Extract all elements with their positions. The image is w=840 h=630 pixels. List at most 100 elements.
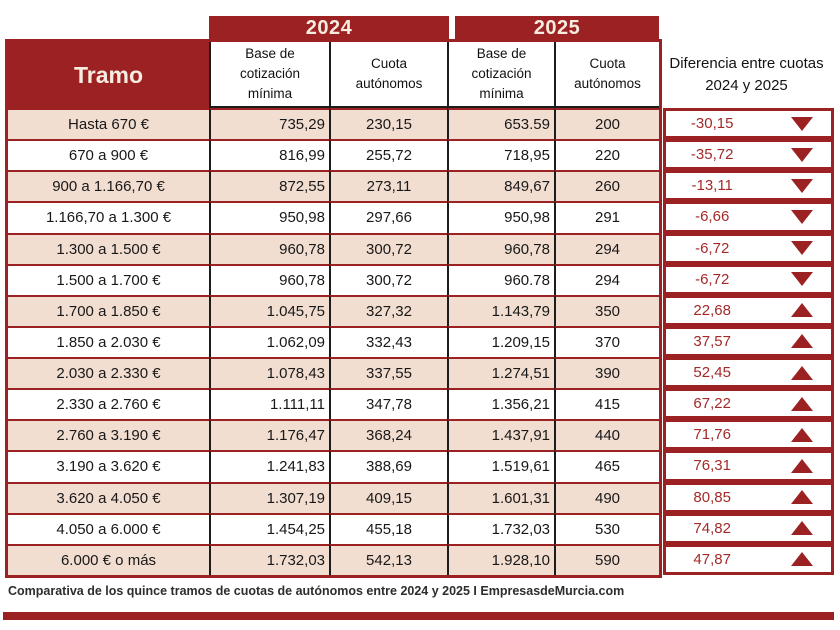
cell-base-2024: 1.241,83 (209, 450, 329, 482)
triangle-up-icon (791, 521, 813, 536)
cell-tramo: 3.190 a 3.620 € (8, 450, 209, 481)
diff-cell: -6,72 (663, 263, 834, 295)
diff-value: 71,76 (693, 426, 731, 444)
diff-cell: -6,72 (663, 232, 834, 264)
diff-value: -6,66 (695, 208, 730, 226)
cell-cuota-2024: 273,11 (329, 170, 447, 202)
cell-cuota-2024: 255,72 (329, 139, 447, 171)
subheader-base-2025: Base de cotización mínima (447, 42, 554, 108)
cell-base-2025: 1.356,21 (447, 388, 554, 420)
cell-cuota-2025: 291 (554, 201, 659, 233)
cell-cuota-2025: 200 (554, 108, 659, 140)
cell-base-2024: 735,29 (209, 108, 329, 140)
cell-base-2024: 1.307,19 (209, 481, 329, 513)
triangle-down-icon (791, 116, 813, 131)
diff-value: 37,57 (693, 332, 731, 350)
cell-base-2025: 718,95 (447, 139, 554, 171)
cell-tramo: 670 a 900 € (8, 139, 209, 170)
cell-base-2025: 653.59 (447, 108, 554, 140)
diff-value: 47,87 (693, 550, 731, 568)
diff-value: 67,22 (693, 395, 731, 413)
cell-cuota-2025: 530 (554, 512, 659, 544)
triangle-up-icon (791, 396, 813, 411)
cell-tramo: 1.500 a 1.700 € (8, 263, 209, 295)
cell-base-2025: 849,67 (447, 170, 554, 202)
cell-base-2024: 1.111,11 (209, 388, 329, 420)
cell-cuota-2025: 415 (554, 388, 659, 420)
diff-cell: 47,87 (663, 543, 834, 575)
cell-tramo: Hasta 670 € (8, 108, 209, 140)
cell-base-2025: 1.928,10 (447, 543, 554, 575)
cell-cuota-2024: 455,18 (329, 512, 447, 544)
diff-cell: 76,31 (663, 450, 834, 482)
triangle-up-icon (791, 458, 813, 473)
cell-cuota-2024: 300,72 (329, 263, 447, 295)
cell-base-2025: 1.274,51 (447, 357, 554, 389)
triangle-up-icon (791, 303, 813, 318)
cell-cuota-2024: 409,15 (329, 481, 447, 513)
tramo-header: Tramo (8, 42, 209, 108)
cell-tramo: 4.050 a 6.000 € (8, 512, 209, 544)
cell-base-2025: 1.732,03 (447, 512, 554, 544)
triangle-down-icon (791, 272, 813, 287)
subheader-base-2024-label: Base de cotización mínima (239, 45, 301, 102)
cell-base-2025: 1.209,15 (447, 325, 554, 357)
diff-cell: 67,22 (663, 388, 834, 420)
cell-base-2024: 872,55 (209, 170, 329, 202)
cell-base-2025: 1.437,91 (447, 419, 554, 451)
diff-value: 22,68 (693, 301, 731, 319)
cell-tramo: 900 a 1.166,70 € (8, 170, 209, 202)
cell-cuota-2024: 327,32 (329, 294, 447, 326)
cell-tramo: 2.760 a 3.190 € (8, 419, 209, 451)
cell-cuota-2024: 300,72 (329, 232, 447, 264)
diff-value: 76,31 (693, 457, 731, 475)
cell-tramo: 2.330 a 2.760 € (8, 388, 209, 419)
cell-base-2024: 1.078,43 (209, 357, 329, 389)
cell-base-2024: 1.732,03 (209, 543, 329, 575)
diff-value: -13,11 (691, 177, 733, 195)
cell-base-2025: 950,98 (447, 201, 554, 233)
diff-value: -6,72 (695, 239, 730, 257)
cell-cuota-2025: 350 (554, 294, 659, 326)
diff-cell: -6,66 (663, 201, 834, 233)
diff-value: 80,85 (693, 488, 731, 506)
triangle-up-icon (791, 552, 813, 567)
cell-tramo: 2.030 a 2.330 € (8, 357, 209, 389)
cell-base-2024: 1.454,25 (209, 512, 329, 544)
cell-tramo: 1.850 a 2.030 € (8, 325, 209, 357)
diff-header-line1: Diferencia entre cuotas (669, 54, 824, 72)
cell-cuota-2025: 490 (554, 481, 659, 513)
triangle-up-icon (791, 365, 813, 380)
diff-cell: -13,11 (663, 170, 834, 202)
diff-cell: 22,68 (663, 294, 834, 326)
cell-base-2024: 960,78 (209, 263, 329, 295)
cell-tramo: 1.300 a 1.500 € (8, 232, 209, 264)
diff-cell: 74,82 (663, 512, 834, 544)
cell-cuota-2025: 440 (554, 419, 659, 451)
cell-base-2025: 1.143,79 (447, 294, 554, 326)
cell-base-2024: 1.045,75 (209, 294, 329, 326)
cell-cuota-2024: 337,55 (329, 357, 447, 389)
triangle-up-icon (791, 334, 813, 349)
triangle-down-icon (791, 209, 813, 224)
cell-cuota-2025: 294 (554, 232, 659, 264)
cell-tramo: 3.620 a 4.050 € (8, 481, 209, 513)
diff-value: -6,72 (695, 270, 730, 288)
cell-cuota-2025: 590 (554, 543, 659, 575)
cell-base-2025: 960.78 (447, 263, 554, 295)
cell-cuota-2025: 220 (554, 139, 659, 171)
subheader-cuota-2025-label: Cuota autónomos (574, 55, 641, 91)
cell-cuota-2025: 370 (554, 325, 659, 357)
diff-header-line2: 2024 y 2025 (705, 77, 788, 94)
diff-header: Diferencia entre cuotas 2024 y 2025 (659, 42, 834, 108)
subheader-cuota-2024: Cuota autónomos (329, 42, 447, 108)
comparison-table: Tramo Base de cotización mínima Cuota au… (8, 42, 834, 575)
cell-tramo: 6.000 € o más (8, 543, 209, 575)
year-band-2025: 2025 (455, 16, 659, 40)
diff-cell: -30,15 (663, 108, 834, 140)
cell-cuota-2024: 542,13 (329, 543, 447, 575)
cell-base-2025: 1.601,31 (447, 481, 554, 513)
bottom-accent-bar (3, 612, 834, 620)
triangle-down-icon (791, 178, 813, 193)
triangle-up-icon (791, 490, 813, 505)
